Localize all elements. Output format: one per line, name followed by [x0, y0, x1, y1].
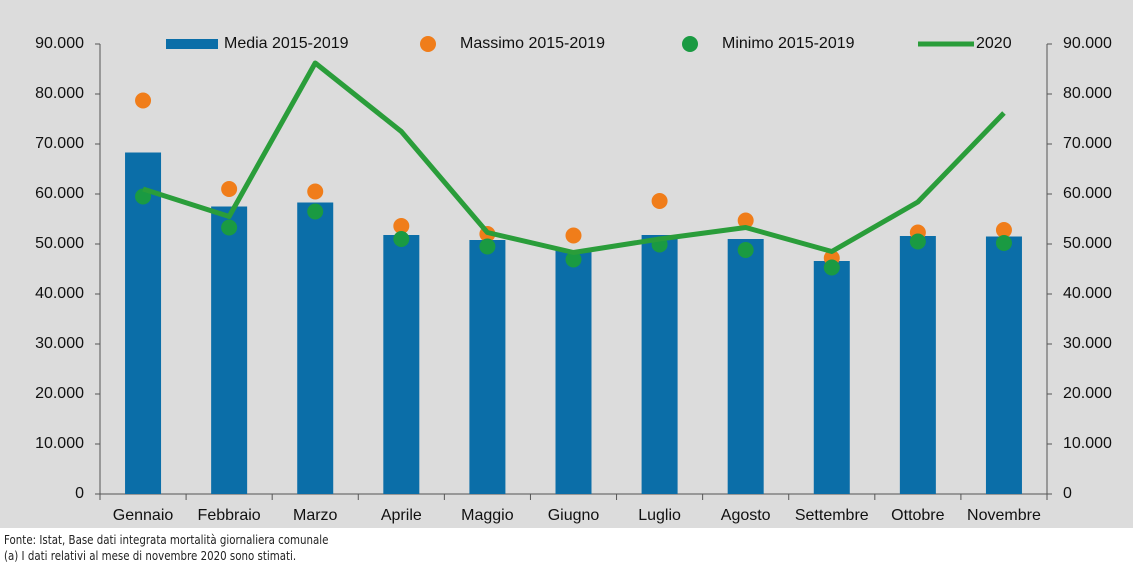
- y-tick-label: 10.000: [35, 435, 84, 452]
- legend-label: Media 2015-2019: [224, 35, 349, 52]
- footnote: (a) I dati relativi al mese di novembre …: [4, 548, 297, 563]
- y2-tick-label: 40.000: [1063, 285, 1112, 302]
- y-tick-label: 40.000: [35, 285, 84, 302]
- dot: [221, 181, 238, 197]
- line: [142, 60, 1006, 255]
- bar: [985, 236, 1022, 494]
- x-tick-label: Febbraio: [198, 507, 261, 524]
- bar: [125, 152, 162, 494]
- y2-tick-label: 80.000: [1063, 85, 1112, 102]
- dot: [135, 92, 152, 109]
- dot: [307, 183, 324, 200]
- dot: [479, 238, 496, 255]
- y2-tick-label: 70.000: [1063, 135, 1112, 152]
- x-tick-label: Luglio: [638, 507, 681, 524]
- legend-label: 2020: [976, 35, 1012, 52]
- y2-tick-label: 30.000: [1063, 335, 1112, 352]
- x-tick-label: Settembre: [795, 507, 869, 524]
- y-tick-label: 90.000: [35, 35, 84, 52]
- y2-tick-label: 10.000: [1063, 435, 1112, 452]
- dot: [307, 203, 324, 220]
- y2-tick-label: 20.000: [1063, 385, 1112, 402]
- x-tick-label: Aprile: [381, 507, 422, 524]
- bar: [727, 239, 764, 494]
- y-tick-label: 60.000: [35, 185, 84, 202]
- bar: [383, 235, 420, 494]
- y-tick-label: 20.000: [35, 385, 84, 402]
- y2-tick-label: 90.000: [1063, 35, 1112, 52]
- x-tick-label: Gennaio: [113, 507, 174, 524]
- source-note: Fonte: Istat, Base dati integrata mortal…: [4, 532, 329, 547]
- dot: [565, 227, 582, 244]
- y-tick-label: 70.000: [35, 135, 84, 152]
- y-tick-label: 0: [75, 485, 84, 502]
- chart: 0 10.000 20.000 30.000 40.000 50.000 60.000 70.…: [0, 0, 1133, 528]
- bar: [813, 261, 850, 494]
- x-tick-label: Maggio: [461, 507, 514, 524]
- x-tick-label: Marzo: [293, 507, 338, 524]
- x-tick-label: Novembre: [967, 507, 1041, 524]
- legend-label: Massimo 2015-2019: [460, 35, 605, 52]
- bar: [469, 240, 506, 494]
- dot: [909, 233, 926, 250]
- bar: [297, 202, 334, 494]
- y2-tick-label: 60.000: [1063, 185, 1112, 202]
- dot: [995, 222, 1012, 238]
- dot: [221, 219, 238, 236]
- x-tick-label: Agosto: [721, 507, 771, 524]
- bar: [641, 235, 678, 494]
- x-tick-label: Giugno: [548, 507, 600, 524]
- dot: [393, 218, 410, 234]
- y-tick-label: 50.000: [35, 235, 84, 252]
- dot: [651, 193, 668, 209]
- y2-tick-label: 50.000: [1063, 235, 1112, 252]
- y-tick-label: 80.000: [35, 85, 84, 102]
- legend-label: Minimo 2015-2019: [722, 35, 855, 52]
- dot: [393, 231, 410, 247]
- dot: [737, 242, 754, 258]
- bar: [899, 236, 936, 494]
- y2-tick-label: 0: [1063, 485, 1072, 502]
- legend-swatch: [166, 39, 218, 49]
- legend-swatch: [420, 36, 436, 52]
- dot: [565, 251, 582, 268]
- dot: [737, 212, 754, 229]
- dot: [823, 259, 840, 276]
- y-tick-label: 30.000: [35, 335, 84, 352]
- dot: [995, 235, 1012, 251]
- bar: [555, 250, 592, 494]
- bar: [211, 206, 248, 494]
- legend-swatch: [682, 36, 698, 52]
- x-tick-label: Ottobre: [891, 507, 944, 524]
